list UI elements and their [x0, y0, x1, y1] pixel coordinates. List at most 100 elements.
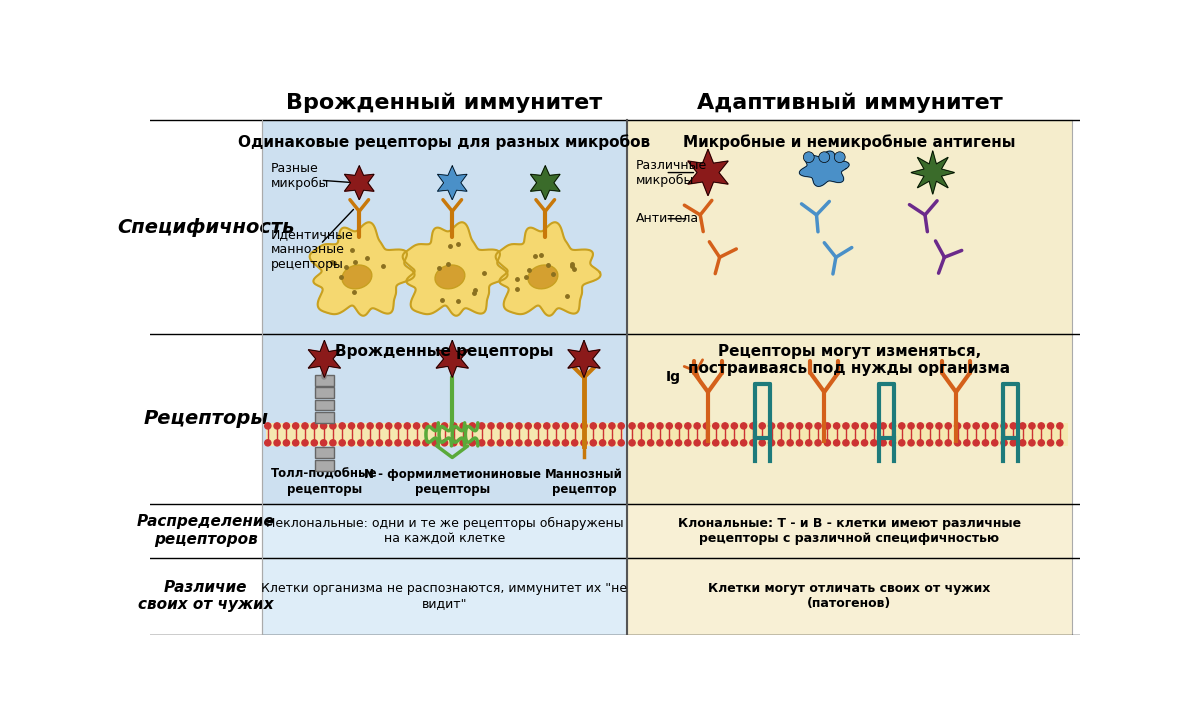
Circle shape: [581, 423, 587, 429]
Circle shape: [265, 440, 271, 446]
Circle shape: [516, 423, 522, 429]
Circle shape: [283, 440, 289, 446]
Circle shape: [805, 440, 812, 446]
Circle shape: [581, 440, 587, 446]
Text: N - формилметиониновые
рецепторы: N - формилметиониновые рецепторы: [364, 468, 541, 496]
Circle shape: [973, 423, 979, 429]
Circle shape: [414, 440, 420, 446]
Circle shape: [377, 440, 383, 446]
Text: Специфичность: Специфичность: [118, 217, 294, 237]
Circle shape: [563, 440, 569, 446]
Circle shape: [563, 423, 569, 429]
Circle shape: [926, 423, 932, 429]
Circle shape: [842, 423, 850, 429]
Circle shape: [571, 423, 578, 429]
Circle shape: [302, 423, 308, 429]
Bar: [316, 375, 334, 386]
Circle shape: [834, 152, 845, 163]
Polygon shape: [403, 222, 508, 316]
Circle shape: [834, 423, 840, 429]
Circle shape: [694, 423, 701, 429]
Circle shape: [340, 440, 346, 446]
Text: Маннозный
рецептор: Маннозный рецептор: [545, 468, 623, 496]
Circle shape: [862, 440, 868, 446]
Polygon shape: [530, 166, 560, 200]
Circle shape: [805, 423, 812, 429]
Circle shape: [676, 440, 682, 446]
Circle shape: [638, 440, 644, 446]
Bar: [316, 387, 334, 398]
Circle shape: [768, 440, 775, 446]
Circle shape: [666, 423, 672, 429]
Text: Антитела: Антитела: [636, 212, 700, 225]
Circle shape: [516, 440, 522, 446]
Circle shape: [648, 440, 654, 446]
Bar: [263, 558, 626, 635]
Circle shape: [320, 440, 326, 446]
Circle shape: [460, 423, 467, 429]
Bar: [263, 334, 626, 503]
Bar: [626, 334, 1073, 503]
Circle shape: [803, 152, 814, 163]
Circle shape: [676, 423, 682, 429]
Circle shape: [713, 423, 719, 429]
Ellipse shape: [436, 265, 464, 289]
Circle shape: [544, 440, 550, 446]
Circle shape: [983, 423, 989, 429]
Circle shape: [358, 423, 364, 429]
Circle shape: [834, 440, 840, 446]
Circle shape: [946, 440, 952, 446]
Circle shape: [404, 423, 410, 429]
Circle shape: [1048, 440, 1054, 446]
Circle shape: [926, 440, 932, 446]
Polygon shape: [568, 340, 600, 377]
Circle shape: [1038, 423, 1044, 429]
Circle shape: [973, 440, 979, 446]
Circle shape: [889, 423, 895, 429]
Circle shape: [852, 440, 858, 446]
Circle shape: [964, 440, 970, 446]
Circle shape: [1020, 423, 1026, 429]
Circle shape: [488, 440, 494, 446]
Circle shape: [722, 423, 728, 429]
Circle shape: [703, 423, 709, 429]
Circle shape: [618, 440, 624, 446]
Polygon shape: [799, 151, 850, 186]
Polygon shape: [308, 340, 341, 377]
Circle shape: [367, 440, 373, 446]
Circle shape: [1057, 440, 1063, 446]
Circle shape: [1028, 423, 1036, 429]
Circle shape: [760, 440, 766, 446]
Circle shape: [703, 440, 709, 446]
Text: Рецепторы: Рецепторы: [143, 409, 269, 429]
Circle shape: [395, 423, 401, 429]
Bar: [630, 423, 1068, 446]
Circle shape: [422, 423, 430, 429]
Circle shape: [479, 423, 485, 429]
Circle shape: [358, 440, 364, 446]
Circle shape: [946, 423, 952, 429]
Circle shape: [442, 423, 448, 429]
Circle shape: [917, 440, 924, 446]
Circle shape: [731, 440, 738, 446]
Circle shape: [815, 423, 821, 429]
Circle shape: [330, 423, 336, 429]
Circle shape: [740, 423, 746, 429]
Circle shape: [618, 423, 624, 429]
Circle shape: [506, 440, 512, 446]
Circle shape: [442, 440, 448, 446]
Circle shape: [824, 440, 830, 446]
Circle shape: [377, 423, 383, 429]
Circle shape: [666, 440, 672, 446]
Circle shape: [488, 423, 494, 429]
Circle shape: [899, 423, 905, 429]
Circle shape: [544, 423, 550, 429]
Circle shape: [842, 440, 850, 446]
Circle shape: [590, 423, 596, 429]
Circle shape: [422, 440, 430, 446]
Circle shape: [469, 440, 475, 446]
Circle shape: [917, 423, 924, 429]
Circle shape: [311, 423, 318, 429]
Bar: [316, 412, 334, 423]
Circle shape: [1001, 440, 1007, 446]
